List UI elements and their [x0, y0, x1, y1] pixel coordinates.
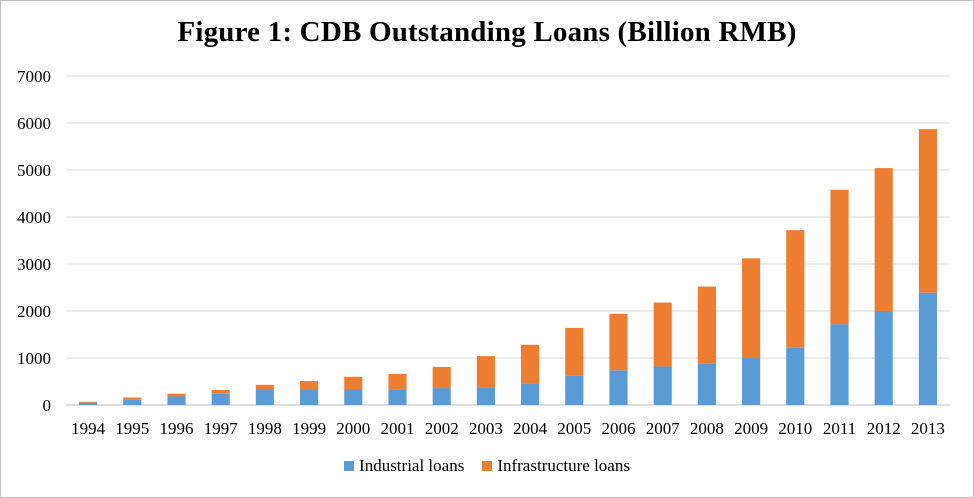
y-tick-label: 6000: [17, 114, 51, 133]
legend-swatch-infrastructure: [482, 461, 493, 471]
bar-industrial-1996: [167, 396, 186, 405]
bar-infrastructure-1995: [123, 397, 142, 400]
bar-infrastructure-2005: [565, 327, 584, 376]
x-tick-label: 2001: [381, 419, 415, 438]
bar-infrastructure-1994: [79, 401, 98, 403]
x-tick-label: 2009: [734, 419, 768, 438]
y-axis-tick-labels: 0 1000 2000 3000 4000 5000 6000 7000: [17, 67, 51, 415]
bar-infrastructure-2003: [476, 356, 495, 388]
y-tick-label: 7000: [17, 67, 51, 86]
bar-industrial-2009: [742, 357, 761, 405]
bar-infrastructure-2010: [786, 230, 805, 348]
bar-infrastructure-2013: [918, 129, 937, 293]
bar-infrastructure-2012: [874, 168, 893, 311]
x-tick-label: 1995: [115, 419, 149, 438]
y-tick-label: 1000: [17, 349, 51, 368]
bar-industrial-2005: [565, 375, 584, 405]
bar-industrial-1997: [211, 393, 230, 405]
legend-item-industrial: Industrial loans: [344, 456, 464, 476]
bar-infrastructure-1999: [300, 381, 319, 390]
bars: [79, 129, 937, 405]
bar-infrastructure-2000: [344, 376, 363, 390]
y-tick-label: 0: [43, 396, 52, 415]
x-tick-label: 1998: [248, 419, 282, 438]
bar-infrastructure-1997: [211, 389, 230, 394]
bar-infrastructure-2006: [609, 313, 628, 371]
x-tick-label: 2003: [469, 419, 503, 438]
bar-industrial-2000: [344, 389, 363, 405]
bar-infrastructure-2007: [653, 302, 672, 367]
x-axis-tick-labels: 1994 1995 1996 1997 1998 1999 2000 2001 2002 2003…: [71, 419, 945, 438]
gridlines: [66, 75, 950, 406]
x-tick-label: 2004: [513, 419, 548, 438]
bar-industrial-2008: [697, 363, 716, 405]
bar-infrastructure-2008: [697, 286, 716, 364]
x-tick-label: 2000: [336, 419, 370, 438]
bar-industrial-2011: [830, 324, 849, 405]
bar-industrial-2002: [432, 388, 451, 405]
bar-infrastructure-2002: [432, 366, 451, 389]
bar-industrial-2010: [786, 347, 805, 405]
y-tick-label: 5000: [17, 161, 51, 180]
legend: Industrial loans Infrastructure loans: [0, 456, 974, 476]
bar-industrial-2013: [918, 292, 937, 405]
bar-industrial-1998: [255, 389, 274, 405]
x-tick-label: 1996: [160, 419, 194, 438]
x-tick-label: 2008: [690, 419, 724, 438]
bar-industrial-2006: [609, 370, 628, 405]
x-tick-label: 2011: [823, 419, 856, 438]
y-tick-label: 4000: [17, 208, 51, 227]
legend-item-infrastructure: Infrastructure loans: [482, 456, 630, 476]
legend-label-infrastructure: Infrastructure loans: [497, 456, 630, 475]
bar-infrastructure-1996: [167, 393, 186, 397]
y-tick-label: 2000: [17, 302, 51, 321]
x-tick-label: 2012: [867, 419, 901, 438]
bar-industrial-2003: [476, 387, 495, 405]
x-tick-label: 1994: [71, 419, 106, 438]
bar-infrastructure-2011: [830, 189, 849, 325]
x-tick-label: 2007: [646, 419, 681, 438]
bar-infrastructure-1998: [255, 384, 274, 390]
bar-industrial-2007: [653, 366, 672, 405]
bar-industrial-1994: [79, 402, 98, 405]
legend-swatch-industrial: [344, 461, 355, 471]
x-tick-label: 1999: [292, 419, 326, 438]
bar-industrial-2012: [874, 311, 893, 405]
bar-infrastructure-2001: [388, 373, 407, 390]
x-tick-label: 2010: [778, 419, 812, 438]
bar-industrial-1995: [123, 399, 142, 405]
bar-infrastructure-2009: [742, 258, 761, 358]
bar-industrial-2001: [388, 389, 407, 405]
x-tick-label: 2013: [911, 419, 945, 438]
legend-label-industrial: Industrial loans: [359, 456, 465, 475]
bar-industrial-2004: [521, 383, 540, 405]
x-tick-label: 2002: [425, 419, 459, 438]
x-tick-label: 2006: [602, 419, 636, 438]
chart-title: Figure 1: CDB Outstanding Loans (Billion…: [177, 16, 797, 48]
x-tick-label: 2005: [557, 419, 591, 438]
bar-infrastructure-2004: [521, 344, 540, 384]
x-tick-label: 1997: [204, 419, 239, 438]
bar-industrial-1999: [300, 389, 319, 405]
y-tick-label: 3000: [17, 255, 51, 274]
